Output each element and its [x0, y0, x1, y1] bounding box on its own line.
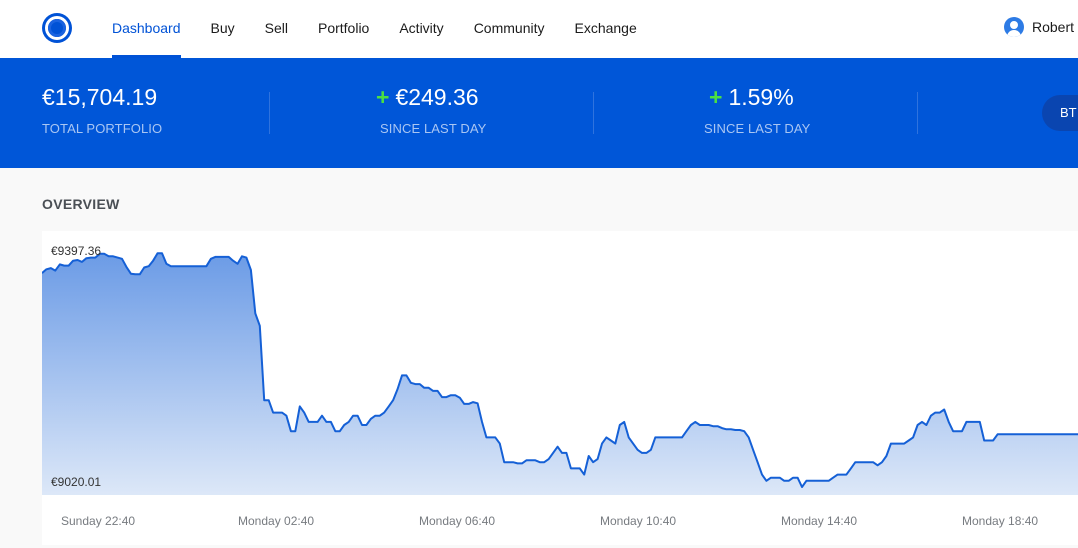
nav-item-portfolio[interactable]: Portfolio — [317, 20, 370, 36]
user-menu[interactable]: Robert — [1004, 17, 1074, 37]
change-amount-stat: + €249.36 SINCE LAST DAY — [376, 84, 486, 136]
stat-divider — [917, 92, 918, 134]
total-portfolio-label: TOTAL PORTFOLIO — [42, 121, 163, 136]
currency-selector-button[interactable]: BT — [1042, 95, 1078, 131]
overview-chart-card: €9397.36 €9020.01 Sunday 22:40 Monday 02… — [42, 231, 1078, 545]
x-axis-tick-label: Monday 10:40 — [600, 514, 677, 528]
total-portfolio-value: €15,704.19 — [42, 84, 158, 110]
top-navigation-bar: Dashboard Buy Sell Portfolio Activity Co… — [0, 0, 1078, 58]
y-axis-max-label: €9397.36 — [51, 244, 102, 258]
change-percent-number: 1.59% — [728, 84, 794, 110]
overview-title: OVERVIEW — [42, 196, 120, 212]
change-percent-value: +1.59% — [709, 84, 810, 111]
chart-area-fill — [42, 253, 1078, 496]
stat-divider — [269, 92, 270, 134]
x-axis-tick-label: Monday 06:40 — [419, 514, 496, 528]
x-axis-tick-label: Monday 18:40 — [962, 514, 1039, 528]
nav-item-sell[interactable]: Sell — [264, 20, 288, 36]
price-area-chart[interactable] — [42, 231, 1078, 496]
nav-item-buy[interactable]: Buy — [210, 20, 235, 36]
user-avatar-icon — [1004, 17, 1024, 37]
plus-icon: + — [709, 84, 723, 110]
x-axis — [42, 495, 1078, 545]
plus-icon: + — [376, 84, 390, 110]
stat-divider — [593, 92, 594, 134]
nav-item-community[interactable]: Community — [473, 20, 545, 36]
chart-series-line — [42, 252, 1078, 488]
nav-item-dashboard[interactable]: Dashboard — [97, 0, 196, 58]
portfolio-summary-banner: €15,704.19 TOTAL PORTFOLIO + €249.36 SINC… — [0, 58, 1078, 168]
x-axis-tick-label: Monday 02:40 — [238, 514, 315, 528]
change-percent-label: SINCE LAST DAY — [704, 121, 811, 136]
user-name: Robert — [1032, 19, 1075, 35]
main-nav: Dashboard Buy Sell Portfolio Activity Co… — [97, 0, 652, 58]
change-amount-label: SINCE LAST DAY — [380, 121, 487, 136]
x-axis-tick-label: Sunday 22:40 — [61, 514, 136, 528]
change-amount-value: + €249.36 — [376, 84, 486, 111]
y-axis-min-label: €9020.01 — [51, 475, 102, 489]
nav-item-exchange[interactable]: Exchange — [574, 20, 637, 36]
change-percent-stat: +1.59% SINCE LAST DAY — [704, 84, 810, 136]
x-axis-tick-label: Monday 14:40 — [781, 514, 858, 528]
change-amount-number: €249.36 — [395, 84, 479, 110]
total-portfolio-stat: €15,704.19 TOTAL PORTFOLIO — [42, 84, 162, 136]
nav-item-activity[interactable]: Activity — [399, 20, 444, 36]
coinbase-logo-icon[interactable] — [42, 13, 72, 43]
